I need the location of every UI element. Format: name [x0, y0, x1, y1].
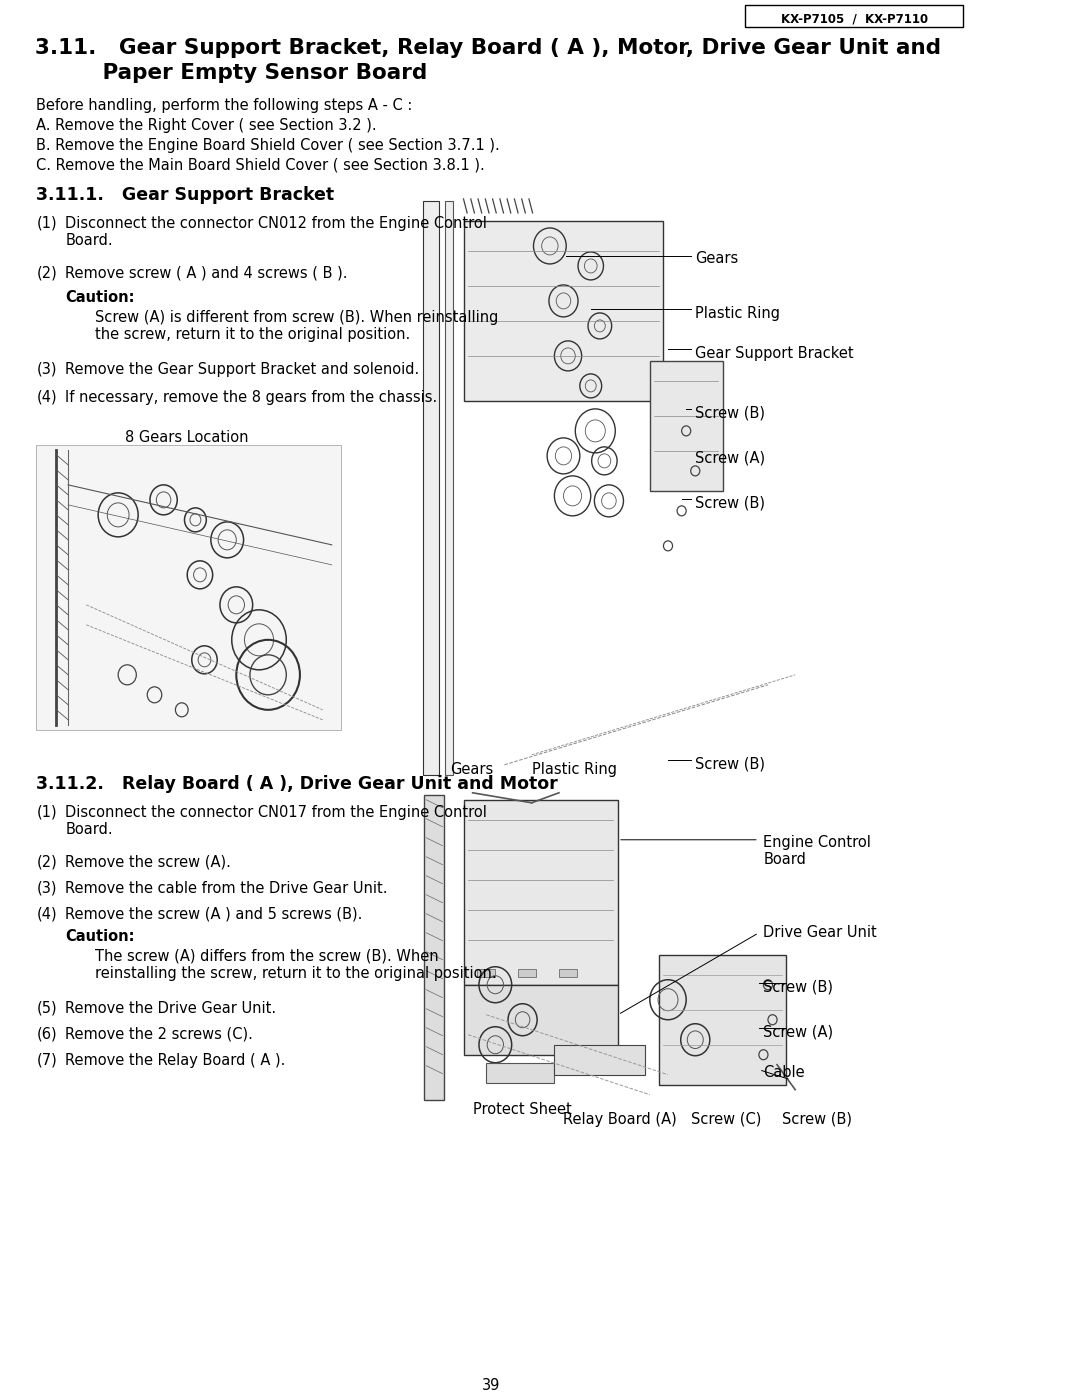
Text: 3.11.2.   Relay Board ( A ), Drive Gear Unit and Motor: 3.11.2. Relay Board ( A ), Drive Gear Un…: [37, 775, 558, 792]
Bar: [477, 968, 496, 977]
Text: Gear Support Bracket: Gear Support Bracket: [696, 346, 854, 360]
Text: Screw (B): Screw (B): [764, 979, 834, 995]
Text: (3): (3): [37, 362, 57, 377]
Text: B. Remove the Engine Board Shield Cover ( see Section 3.7.1 ).: B. Remove the Engine Board Shield Cover …: [37, 138, 500, 152]
Text: Protect Sheet: Protect Sheet: [473, 1102, 571, 1116]
Text: Gears: Gears: [696, 251, 739, 265]
Bar: [745, 6, 963, 27]
Text: Caution:: Caution:: [66, 929, 135, 944]
Bar: [422, 201, 438, 775]
Text: Remove screw ( A ) and 4 screws ( B ).: Remove screw ( A ) and 4 screws ( B ).: [66, 265, 348, 281]
Bar: [559, 968, 577, 977]
Text: Screw (A): Screw (A): [764, 1025, 834, 1039]
Text: Remove the 2 screws (C).: Remove the 2 screws (C).: [66, 1027, 254, 1042]
Text: KX-P7105  /  KX-P7110: KX-P7105 / KX-P7110: [781, 13, 928, 25]
Text: Remove the screw (A ) and 5 screws (B).: Remove the screw (A ) and 5 screws (B).: [66, 907, 363, 922]
Text: (2): (2): [37, 265, 57, 281]
Text: Remove the cable from the Drive Gear Unit.: Remove the cable from the Drive Gear Uni…: [66, 880, 388, 895]
Text: (6): (6): [37, 1027, 57, 1042]
Text: Plastic Ring: Plastic Ring: [531, 761, 617, 777]
Text: Remove the Drive Gear Unit.: Remove the Drive Gear Unit.: [66, 1000, 276, 1016]
Text: Caution:: Caution:: [66, 291, 135, 305]
Text: Screw (A) is different from screw (B). When reinstalling: Screw (A) is different from screw (B). W…: [95, 310, 499, 326]
Text: 39: 39: [482, 1377, 500, 1393]
Text: (5): (5): [37, 1000, 57, 1016]
Text: A. Remove the Right Cover ( see Section 3.2 ).: A. Remove the Right Cover ( see Section …: [37, 117, 377, 133]
Text: Board.: Board.: [66, 821, 113, 837]
Text: If necessary, remove the 8 gears from the chassis.: If necessary, remove the 8 gears from th…: [66, 390, 437, 405]
Text: Board.: Board.: [66, 233, 113, 247]
Text: Drive Gear Unit: Drive Gear Unit: [764, 925, 877, 940]
Bar: [424, 795, 445, 1099]
Bar: [37, 444, 341, 729]
Bar: [650, 360, 723, 490]
Text: Disconnect the connector CN017 from the Engine Control: Disconnect the connector CN017 from the …: [66, 805, 487, 820]
Text: (7): (7): [37, 1053, 57, 1067]
Text: Board: Board: [764, 852, 807, 866]
Text: (2): (2): [37, 855, 57, 870]
Text: Screw (C): Screw (C): [691, 1112, 761, 1127]
Text: (4): (4): [37, 907, 57, 922]
Text: (3): (3): [37, 880, 57, 895]
Text: Relay Board (A): Relay Board (A): [564, 1112, 677, 1127]
Text: 3.11.   Gear Support Bracket, Relay Board ( A ), Motor, Drive Gear Unit and: 3.11. Gear Support Bracket, Relay Board …: [35, 38, 941, 59]
Bar: [659, 954, 786, 1084]
Text: reinstalling the screw, return it to the original position.: reinstalling the screw, return it to the…: [95, 965, 497, 981]
Bar: [414, 191, 949, 785]
Text: Screw (B): Screw (B): [696, 757, 766, 771]
Bar: [463, 800, 618, 985]
Text: Remove the Relay Board ( A ).: Remove the Relay Board ( A ).: [66, 1053, 286, 1067]
Bar: [463, 985, 618, 1055]
Bar: [518, 968, 536, 977]
Text: Screw (B): Screw (B): [782, 1112, 852, 1127]
Text: Disconnect the connector CN012 from the Engine Control: Disconnect the connector CN012 from the …: [66, 217, 487, 231]
Text: Gears: Gears: [450, 761, 494, 777]
Text: 8 Gears Location: 8 Gears Location: [124, 430, 248, 444]
Text: C. Remove the Main Board Shield Cover ( see Section 3.8.1 ).: C. Remove the Main Board Shield Cover ( …: [37, 158, 485, 173]
Text: Plastic Ring: Plastic Ring: [696, 306, 780, 321]
Text: The screw (A) differs from the screw (B). When: The screw (A) differs from the screw (B)…: [95, 949, 440, 964]
Text: Screw (B): Screw (B): [696, 407, 766, 420]
Bar: [463, 221, 663, 401]
Text: Before handling, perform the following steps A - C :: Before handling, perform the following s…: [37, 98, 413, 113]
Text: Paper Empty Sensor Board: Paper Empty Sensor Board: [35, 63, 427, 82]
Text: Cable: Cable: [764, 1065, 805, 1080]
Bar: [554, 1045, 645, 1074]
Text: Remove the screw (A).: Remove the screw (A).: [66, 855, 231, 870]
Text: Screw (B): Screw (B): [696, 496, 766, 511]
Text: the screw, return it to the original position.: the screw, return it to the original pos…: [95, 327, 410, 342]
Text: Remove the Gear Support Bracket and solenoid.: Remove the Gear Support Bracket and sole…: [66, 362, 420, 377]
Bar: [445, 201, 453, 775]
Text: Engine Control: Engine Control: [764, 835, 872, 849]
Text: (1): (1): [37, 217, 57, 231]
Text: (1): (1): [37, 805, 57, 820]
Bar: [486, 1063, 554, 1083]
Text: Screw (A): Screw (A): [696, 451, 766, 465]
Text: 3.11.1.   Gear Support Bracket: 3.11.1. Gear Support Bracket: [37, 186, 335, 204]
Text: (4): (4): [37, 390, 57, 405]
Bar: [414, 785, 949, 1115]
